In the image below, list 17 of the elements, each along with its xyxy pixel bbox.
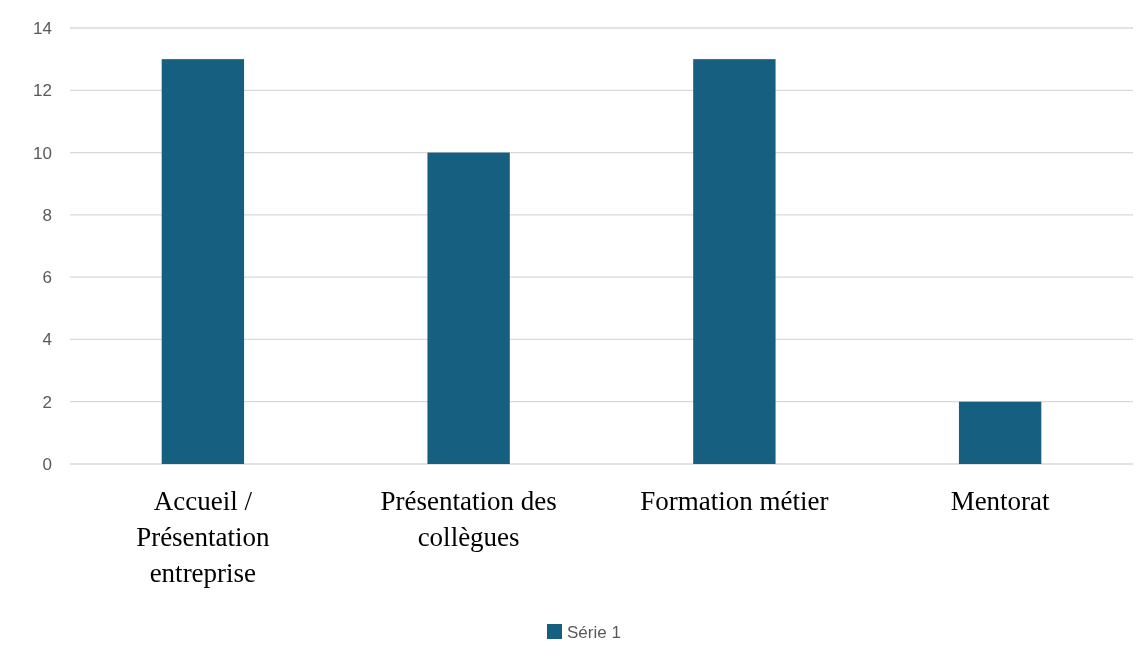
bar	[958, 401, 1042, 464]
y-tick-label: 14	[33, 18, 52, 38]
x-tick-label: Formation métier	[640, 486, 829, 516]
x-tick-label: Présentation des collègues	[380, 486, 557, 552]
y-tick-label: 0	[42, 454, 52, 474]
y-tick-label: 2	[42, 392, 52, 412]
legend-label: Série 1	[567, 622, 621, 642]
bar	[427, 152, 510, 464]
bar	[161, 59, 245, 464]
y-tick-label: 6	[42, 268, 52, 288]
y-tick-label: 4	[42, 330, 52, 350]
x-tick-label: Accueil / Présentation entreprise	[136, 486, 271, 588]
x-tick-label: Mentorat	[950, 486, 1051, 516]
y-tick-label: 12	[33, 81, 52, 101]
y-tick-label: 10	[33, 143, 52, 163]
bar	[693, 59, 776, 464]
y-tick-label: 8	[42, 205, 52, 225]
